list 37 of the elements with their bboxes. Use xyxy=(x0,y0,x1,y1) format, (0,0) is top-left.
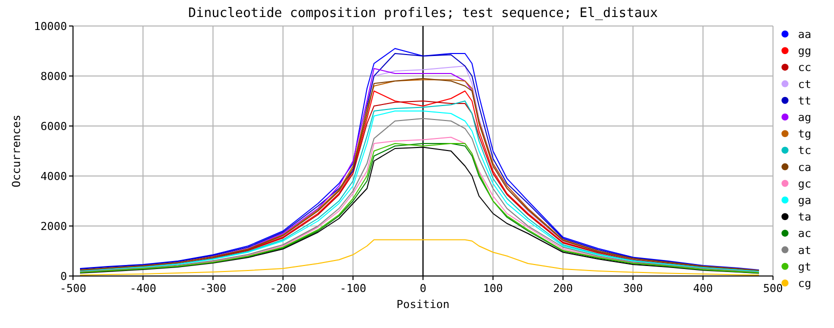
chart-title: Dinucleotide composition profiles; test sequence; El_distaux xyxy=(188,6,658,21)
legend-label: gc xyxy=(798,177,812,190)
legend-label: tt xyxy=(798,94,812,108)
y-tick-label: 2000 xyxy=(40,220,67,233)
x-tick-label: 100 xyxy=(483,282,503,295)
y-tick-label: 4000 xyxy=(40,170,67,183)
y-tick-label: 6000 xyxy=(40,120,67,133)
line-series xyxy=(80,239,760,276)
legend-label: ct xyxy=(798,78,812,91)
legend-label: ga xyxy=(798,194,812,207)
legend-label: gg xyxy=(798,44,812,58)
legend-label: at xyxy=(798,244,812,257)
x-tick-label: -200 xyxy=(270,282,296,295)
y-tick-label: 8000 xyxy=(40,70,67,83)
y-axis-title: Occurrences xyxy=(10,114,23,188)
x-tick-label: -400 xyxy=(130,282,156,295)
legend-label: ca xyxy=(798,160,812,174)
x-tick-label: 300 xyxy=(623,282,643,295)
x-axis-title: Position xyxy=(396,298,450,311)
y-tick-label: 10000 xyxy=(34,20,67,33)
legend-label: ac xyxy=(798,227,812,240)
x-tick-label: 500 xyxy=(763,282,783,295)
x-tick-label: -300 xyxy=(200,282,226,295)
legend-label: aa xyxy=(798,28,812,41)
x-tick-label: -500 xyxy=(60,282,86,295)
legend-label: ta xyxy=(798,210,812,224)
x-tick-label: 200 xyxy=(553,282,573,295)
legend-label: tg xyxy=(798,128,812,141)
legend-label: tc xyxy=(798,144,812,158)
legend-label: ag xyxy=(798,111,812,124)
x-tick-label: 400 xyxy=(693,282,713,295)
y-tick-label: 0 xyxy=(60,270,67,283)
legend-label: gt xyxy=(798,260,812,274)
legend-label: cg xyxy=(798,277,812,290)
x-tick-label: 0 xyxy=(420,282,426,295)
x-tick-label: -100 xyxy=(340,282,366,295)
legend-label: cc xyxy=(798,61,812,74)
